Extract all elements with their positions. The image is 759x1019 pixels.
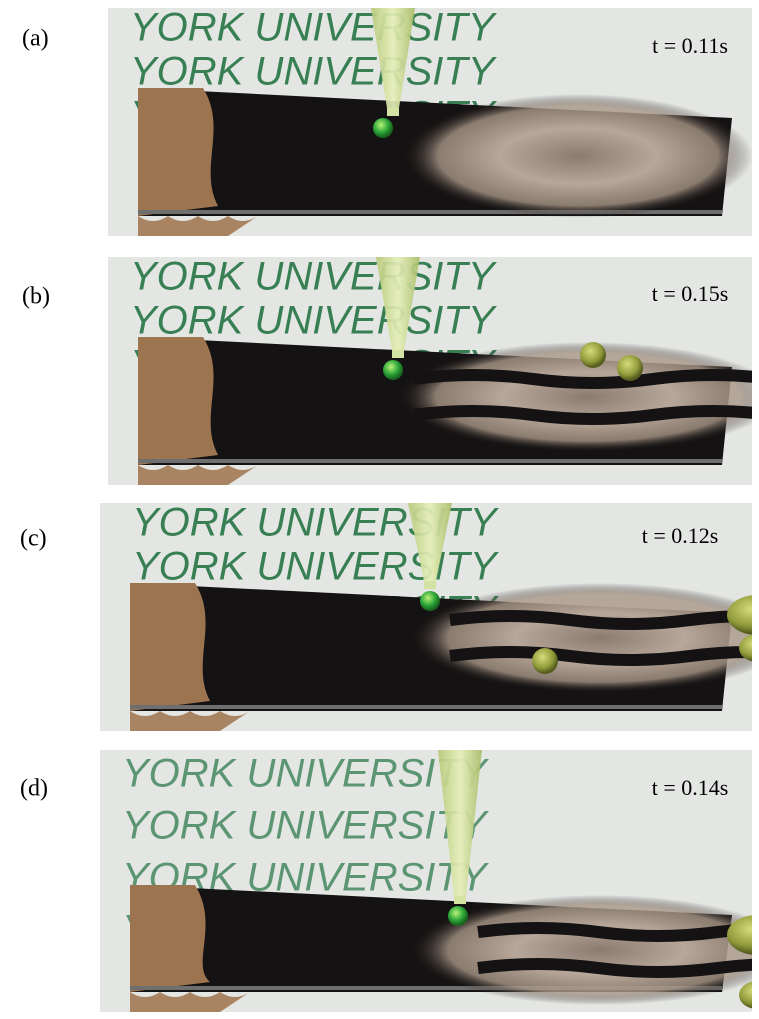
sand-drop [617,355,643,381]
panel-label: (a) [22,26,49,52]
time-label: t = 0.12s [642,523,719,548]
page: {"panels": [ {"label": "(a)", "time": "t… [0,0,759,1019]
backdrop-text: YORK UNIVERSITY [122,752,490,796]
panel-label: (c) [20,526,47,552]
board-edge [130,705,722,709]
time-label: t = 0.15s [652,281,729,306]
backdrop-text: YORK UNIVERSITY [130,50,498,94]
pipette-tip [387,108,399,116]
backdrop-text: YORK UNIVERSITY [122,804,490,848]
cardboard [130,885,210,992]
time-label: t = 0.11s [652,33,728,58]
sand [403,94,753,218]
droplet [448,906,468,926]
panel-label: (b) [22,284,50,310]
pipette-tip [424,581,436,589]
figure: (a)YORK UNIVERSITYYORK UNIVERSITYYORK UN… [0,0,759,1019]
sand-drop [580,342,606,368]
backdrop-text: YORK UNIVERSITY [132,545,500,589]
panel-label: (d) [20,776,48,802]
cardboard [138,337,218,465]
sand-drop [532,648,558,674]
time-label: t = 0.14s [652,775,729,800]
backdrop-text: YORK UNIVERSITY [130,299,498,343]
board-edge [138,459,722,463]
cardboard [138,88,218,216]
pipette-tip [454,896,466,904]
cardboard [130,583,210,711]
droplet [420,591,440,611]
droplet [373,118,393,138]
droplet [383,360,403,380]
backdrop-text: YORK UNIVERSITY [130,6,498,50]
pipette-tip [392,350,404,358]
backdrop-text: YORK UNIVERSITY [130,255,498,299]
